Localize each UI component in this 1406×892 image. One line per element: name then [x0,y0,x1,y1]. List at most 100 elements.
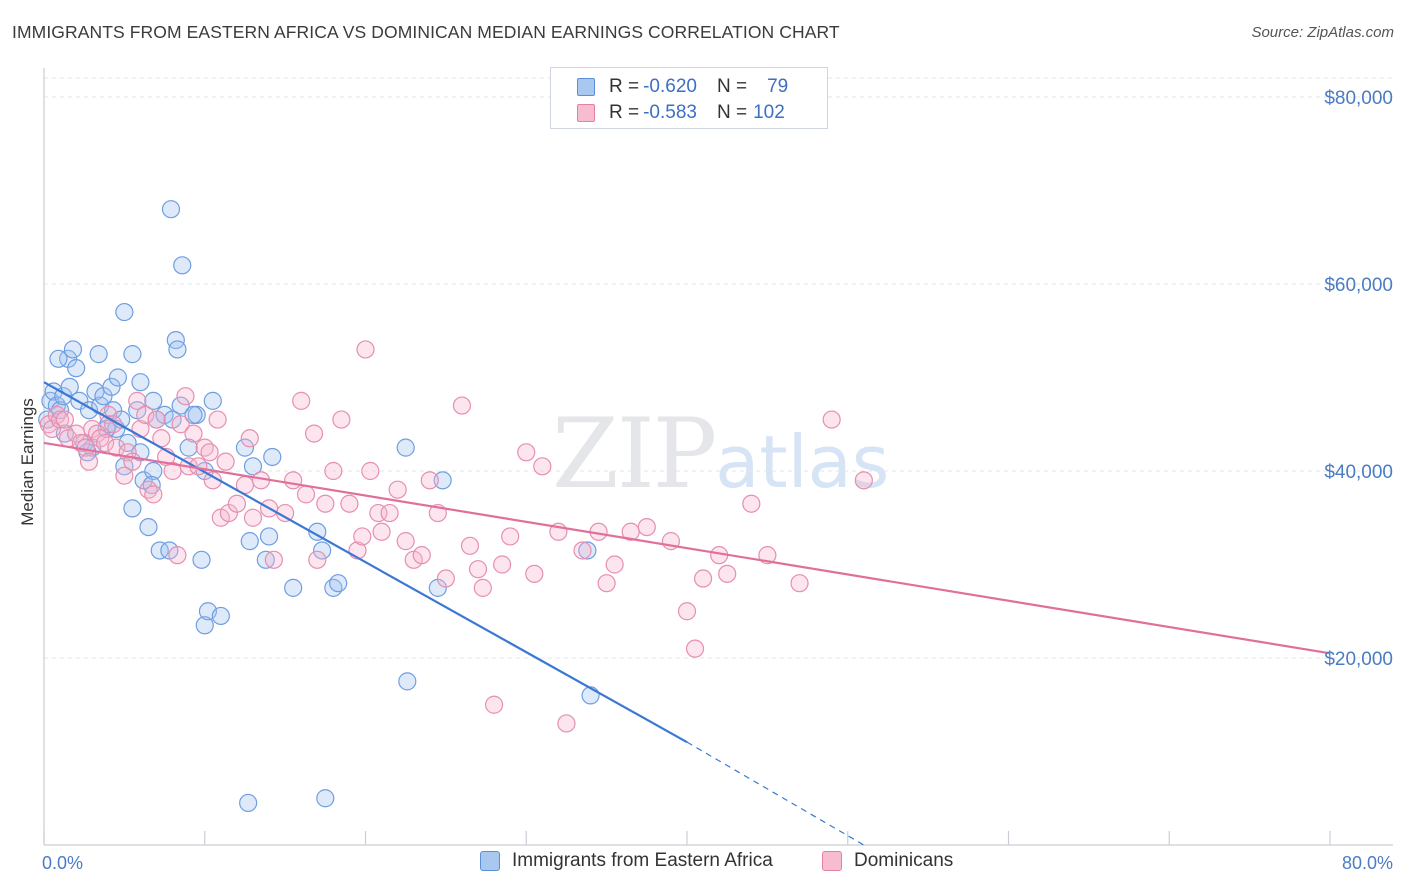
legend-r-label: R = [609,76,640,97]
data-point [557,714,576,733]
data-point [240,532,259,551]
data-point [284,578,303,597]
data-point [380,503,399,523]
legend-item-eastern-africa[interactable]: Immigrants from Eastern Africa [480,850,773,872]
data-point [123,499,142,518]
data-point [324,461,343,481]
data-point [99,405,118,424]
data-point [822,410,841,429]
legend-r-value: -0.583 [643,102,697,123]
x-tick-label: 80.0% [1342,853,1393,873]
data-point [89,345,108,364]
data-point [597,574,616,593]
y-tick-label: $60,000 [1324,275,1393,296]
data-point [316,789,335,808]
data-point [312,541,332,560]
tick-labels: $80,000 $60,000 $40,000 $20,000 0.0% 80.0% [42,88,1393,873]
data-point [578,541,597,560]
legend-r-value: -0.620 [643,76,697,97]
data-point [104,415,123,434]
data-point [79,452,99,471]
data-point [296,485,316,504]
data-point [329,574,348,593]
data-point [854,471,873,490]
data-point [758,546,777,565]
data-point [517,443,536,462]
data-point [637,517,656,537]
data-point [216,452,235,471]
data-point [353,527,372,546]
trend-line [43,441,1331,655]
data-point [372,522,391,541]
source-label: Source: ZipAtlas.com [1251,24,1394,41]
data-point [235,438,255,457]
data-point [388,480,407,499]
data-point [95,433,115,453]
data-point [131,373,150,392]
correlation-legend: R = -0.620 N = 79 R = -0.583 N = 102 [550,67,828,129]
legend-swatch-blue [577,78,595,96]
data-point [316,494,335,513]
data-point [49,349,68,368]
data-point [192,550,211,569]
data-point [144,461,163,481]
trend-line [43,381,688,744]
data-point [412,546,431,565]
data-point [340,494,359,513]
data-point [243,457,263,476]
chart-title: IMMIGRANTS FROM EASTERN AFRICA VS DOMINI… [12,22,840,42]
y-tick-label: $80,000 [1324,88,1393,109]
data-point [361,461,380,481]
legend-item-dominicans[interactable]: Dominicans [822,850,953,872]
data-point [123,345,142,364]
data-point [208,410,227,429]
data-point [128,391,147,410]
data-point [533,457,552,476]
data-point [166,331,185,350]
data-point [485,695,504,714]
data-point [211,606,230,626]
watermark-zip: ZIP [552,398,717,510]
data-point [436,569,455,588]
x-tick-label: 0.0% [42,853,83,873]
data-point [161,200,181,219]
series-legend: Immigrants from Eastern Africa Dominican… [0,850,1406,878]
axes [43,68,1393,846]
data-point [50,410,70,429]
data-point [468,560,488,579]
data-point [742,494,761,513]
data-point [396,532,415,551]
data-point [171,415,190,434]
data-point [420,471,439,490]
grid [44,77,1393,659]
data-point [243,508,263,527]
legend-swatch-pink [822,851,842,871]
data-point [452,396,472,415]
legend-n-value: 79 [767,76,789,97]
data-point [501,527,520,546]
data-point [168,340,187,359]
data-point [473,578,492,597]
data-point [55,410,74,429]
legend-r-label: R = [609,102,640,123]
data-point [67,359,86,378]
legend-swatch-pink [577,104,595,122]
data-point [677,602,697,621]
data-point [259,527,279,546]
data-point [605,555,624,574]
data-point [308,522,327,541]
data-point [396,438,415,457]
legend-swatch-blue [480,851,500,871]
data-point [171,396,190,415]
y-axis-label: Median Earnings [18,398,37,526]
data-point [525,564,544,583]
data-point [102,377,121,396]
legend-row-dominicans: R = -0.583 N = 102 [577,100,785,126]
data-point [304,424,324,443]
data-point [573,541,592,560]
data-point [108,368,128,387]
data-point [460,536,480,555]
data-point [493,555,512,574]
scatter-points [38,200,873,813]
